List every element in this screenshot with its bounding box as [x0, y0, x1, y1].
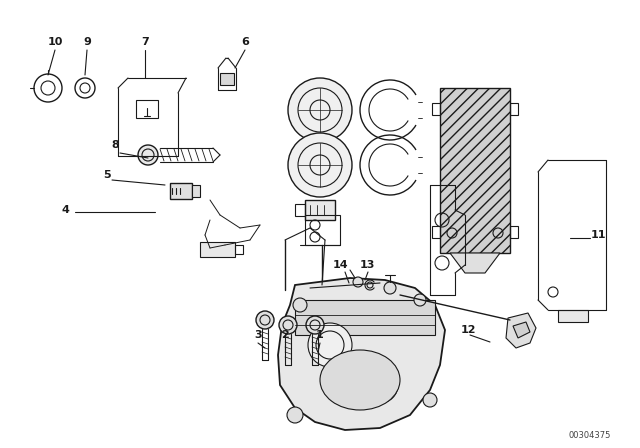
Circle shape — [293, 298, 307, 312]
Circle shape — [362, 367, 398, 403]
Text: 4: 4 — [61, 205, 69, 215]
Text: 3: 3 — [254, 330, 262, 340]
Bar — [305, 215, 340, 245]
Polygon shape — [278, 278, 445, 430]
Bar — [295, 300, 435, 335]
Polygon shape — [450, 253, 500, 273]
Circle shape — [306, 316, 324, 334]
Text: 00304375: 00304375 — [569, 431, 611, 439]
Circle shape — [287, 407, 303, 423]
Bar — [440, 88, 510, 253]
Circle shape — [414, 294, 426, 306]
Bar — [295, 204, 305, 216]
Circle shape — [308, 323, 352, 367]
Text: 1: 1 — [316, 330, 324, 340]
Text: 8: 8 — [111, 140, 119, 150]
Bar — [200, 242, 235, 257]
Text: 9: 9 — [83, 37, 91, 47]
Bar — [510, 226, 518, 238]
Bar — [170, 183, 192, 199]
Text: 10: 10 — [47, 37, 63, 47]
Text: 5: 5 — [103, 170, 111, 180]
Polygon shape — [513, 322, 530, 338]
Text: 11: 11 — [590, 230, 605, 240]
Text: 13: 13 — [359, 260, 374, 270]
Circle shape — [384, 282, 396, 294]
Circle shape — [353, 277, 363, 287]
Circle shape — [288, 78, 352, 142]
Polygon shape — [506, 313, 536, 348]
Bar — [235, 245, 243, 254]
Bar — [192, 185, 200, 197]
Text: 6: 6 — [241, 37, 249, 47]
Text: 2: 2 — [281, 330, 289, 340]
Text: 14: 14 — [332, 260, 348, 270]
Circle shape — [288, 133, 352, 197]
Bar — [305, 200, 335, 220]
Bar — [558, 310, 588, 322]
Circle shape — [423, 393, 437, 407]
Bar — [432, 226, 440, 238]
Ellipse shape — [320, 350, 400, 410]
Bar — [432, 103, 440, 115]
Bar — [510, 103, 518, 115]
Circle shape — [279, 316, 297, 334]
Bar — [136, 100, 158, 118]
Circle shape — [138, 145, 158, 165]
Circle shape — [256, 311, 274, 329]
Bar — [220, 73, 234, 85]
Text: 12: 12 — [460, 325, 476, 335]
Text: 7: 7 — [141, 37, 149, 47]
